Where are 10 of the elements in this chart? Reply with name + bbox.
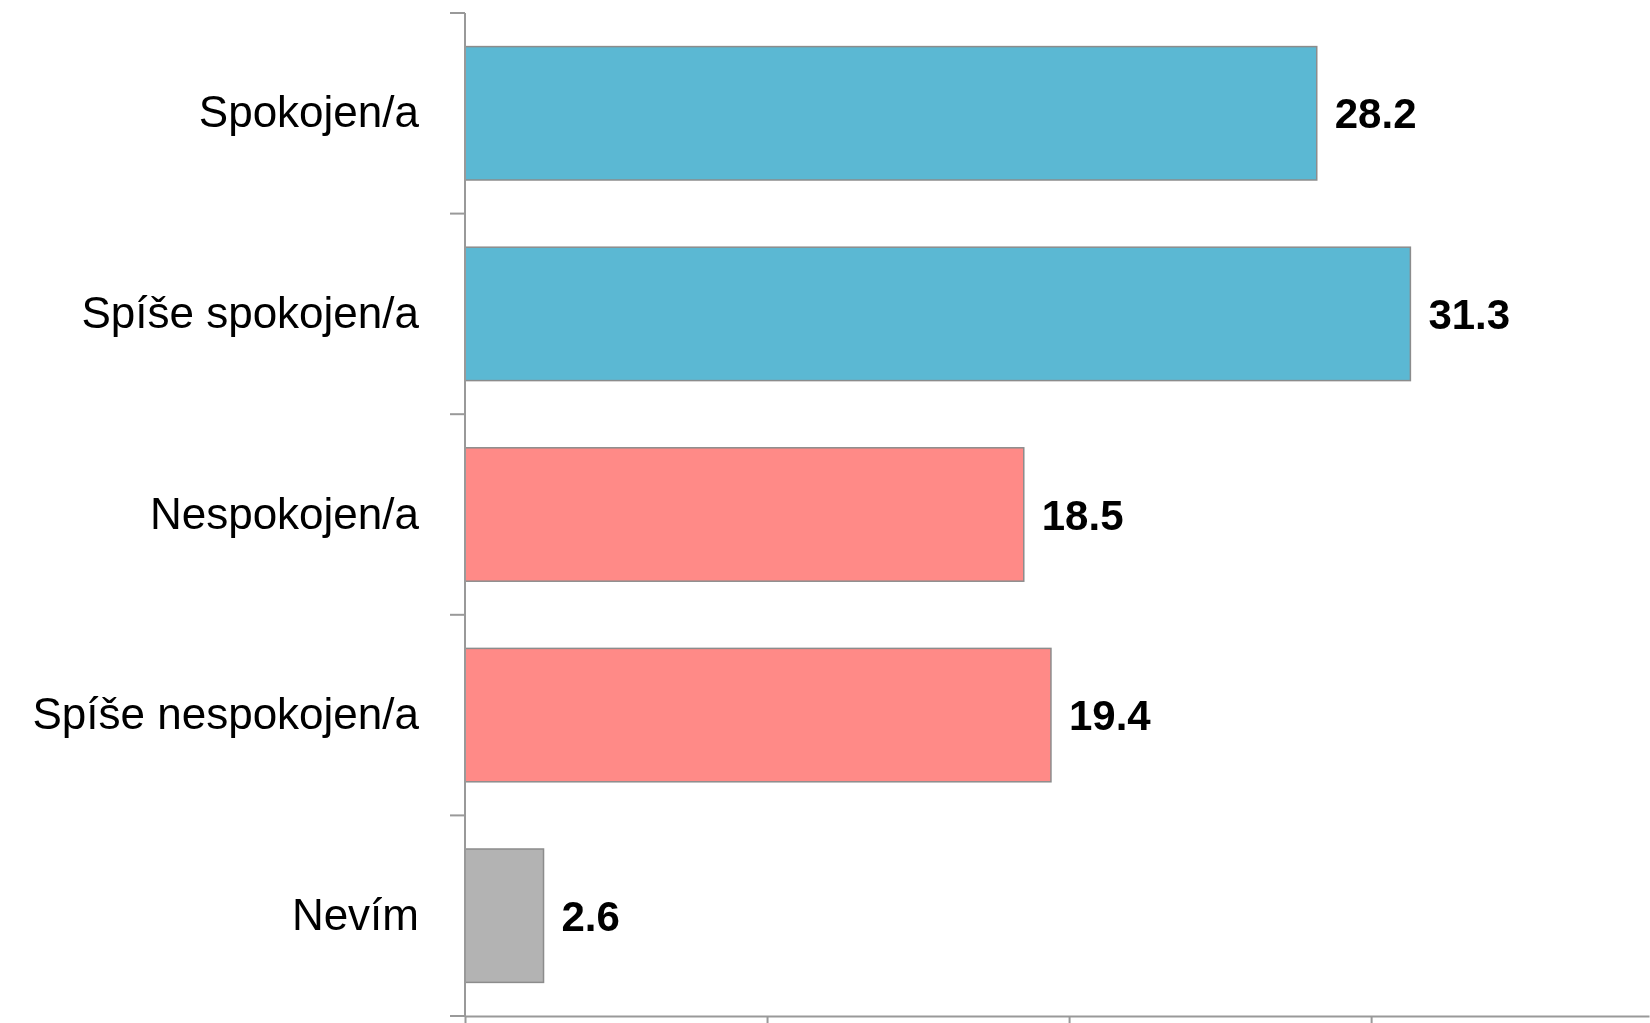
data-label: 28.2 — [1334, 90, 1417, 138]
y-tick-label: Nevím — [291, 889, 419, 939]
data-label: 31.3 — [1428, 291, 1511, 339]
data-label: 2.6 — [561, 892, 620, 940]
y-tick-label: Spíše spokojen/a — [81, 287, 420, 337]
data-label: 18.5 — [1041, 491, 1124, 539]
y-tick-label: Spíše nespokojen/a — [32, 689, 420, 739]
y-tick-label: Nespokojen/a — [149, 488, 420, 538]
data-label: 19.4 — [1068, 692, 1152, 740]
y-tick-label: Spokojen/a — [198, 87, 420, 137]
